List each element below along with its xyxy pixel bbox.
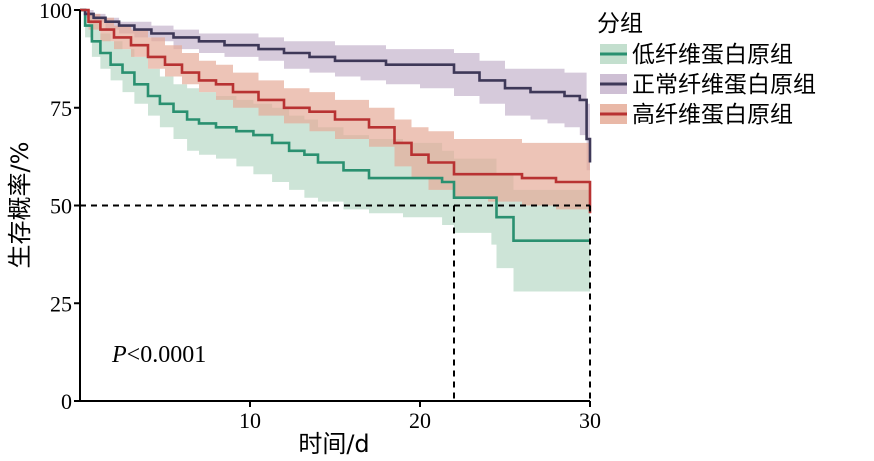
legend-label-low: 低纤维蛋白原组 — [632, 42, 793, 68]
x-axis-title: 时间/d — [298, 430, 369, 458]
y-axis-title: 生存概率/% — [6, 142, 34, 269]
legend-label-high: 高纤维蛋白原组 — [632, 102, 793, 128]
x-tick-label: 10 — [239, 408, 261, 433]
x-tick-label: 30 — [579, 408, 601, 433]
survival-line-low — [80, 8, 590, 242]
x-tick-label: 20 — [409, 408, 431, 433]
y-tick-label: 0 — [61, 389, 72, 414]
survival-line-high — [80, 8, 592, 214]
reference-lines — [80, 204, 591, 401]
p-value-annotation: P<0.0001 — [111, 342, 206, 368]
confidence-bands — [80, 10, 590, 292]
y-tick-label: 25 — [50, 291, 72, 316]
legend-title: 分组 — [597, 11, 643, 37]
ticks: 0 25 50 75 100 10 20 30 — [39, 0, 601, 433]
y-tick-label: 50 — [50, 194, 72, 219]
ci-band-normal — [80, 10, 590, 186]
p-value-rest: <0.0001 — [127, 342, 207, 368]
y-tick-label: 75 — [50, 96, 72, 121]
survival-line-normal — [80, 8, 592, 163]
ci-band-low — [80, 10, 590, 292]
p-value-letter: P — [111, 342, 127, 368]
legend-label-normal: 正常纤维蛋白原组 — [632, 72, 816, 98]
survival-curves — [80, 8, 592, 242]
y-tick-label: 100 — [39, 0, 72, 23]
